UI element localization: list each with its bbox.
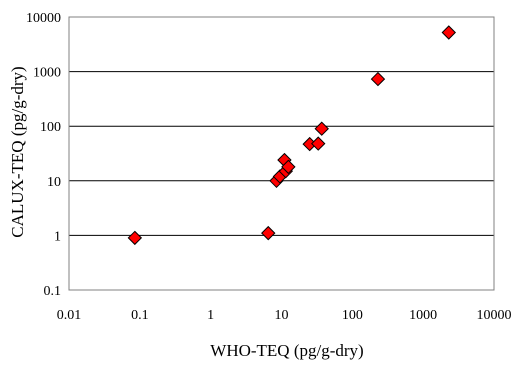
y-tick-label: 1 [54,229,61,244]
y-tick-label: 10 [47,175,61,190]
y-tick-label: 0.1 [44,284,62,299]
plot-border [68,16,495,291]
x-tick-label: 1 [207,308,214,323]
y-tick-label: 100 [40,120,61,135]
y-axis-title: CALUX-TEQ (pg/g-dry) [8,66,27,237]
y-tick-label: 1000 [33,66,61,81]
x-axis-ticks: 0.01 0.1 1 10 100 1000 10000 [57,308,512,323]
data-point [261,225,276,241]
x-tick-label: 10 [275,308,289,323]
y-axis-ticks: 0.1 1 10 100 1000 10000 [26,11,61,299]
data-point [281,159,296,175]
data-point [441,25,456,40]
grid-lines [69,16,494,291]
x-axis-title: WHO-TEQ (pg/g-dry) [210,341,363,360]
data-points [127,25,456,246]
plot-area [68,16,495,291]
data-point [127,230,143,246]
x-tick-label: 0.01 [57,308,82,323]
y-tick-label: 10000 [26,11,61,26]
data-point [370,71,386,87]
x-tick-label: 0.1 [131,308,149,323]
data-point [311,136,326,151]
data-point [314,121,329,136]
x-tick-label: 1000 [409,308,437,323]
x-tick-label: 100 [342,308,363,323]
x-tick-label: 10000 [477,308,512,323]
